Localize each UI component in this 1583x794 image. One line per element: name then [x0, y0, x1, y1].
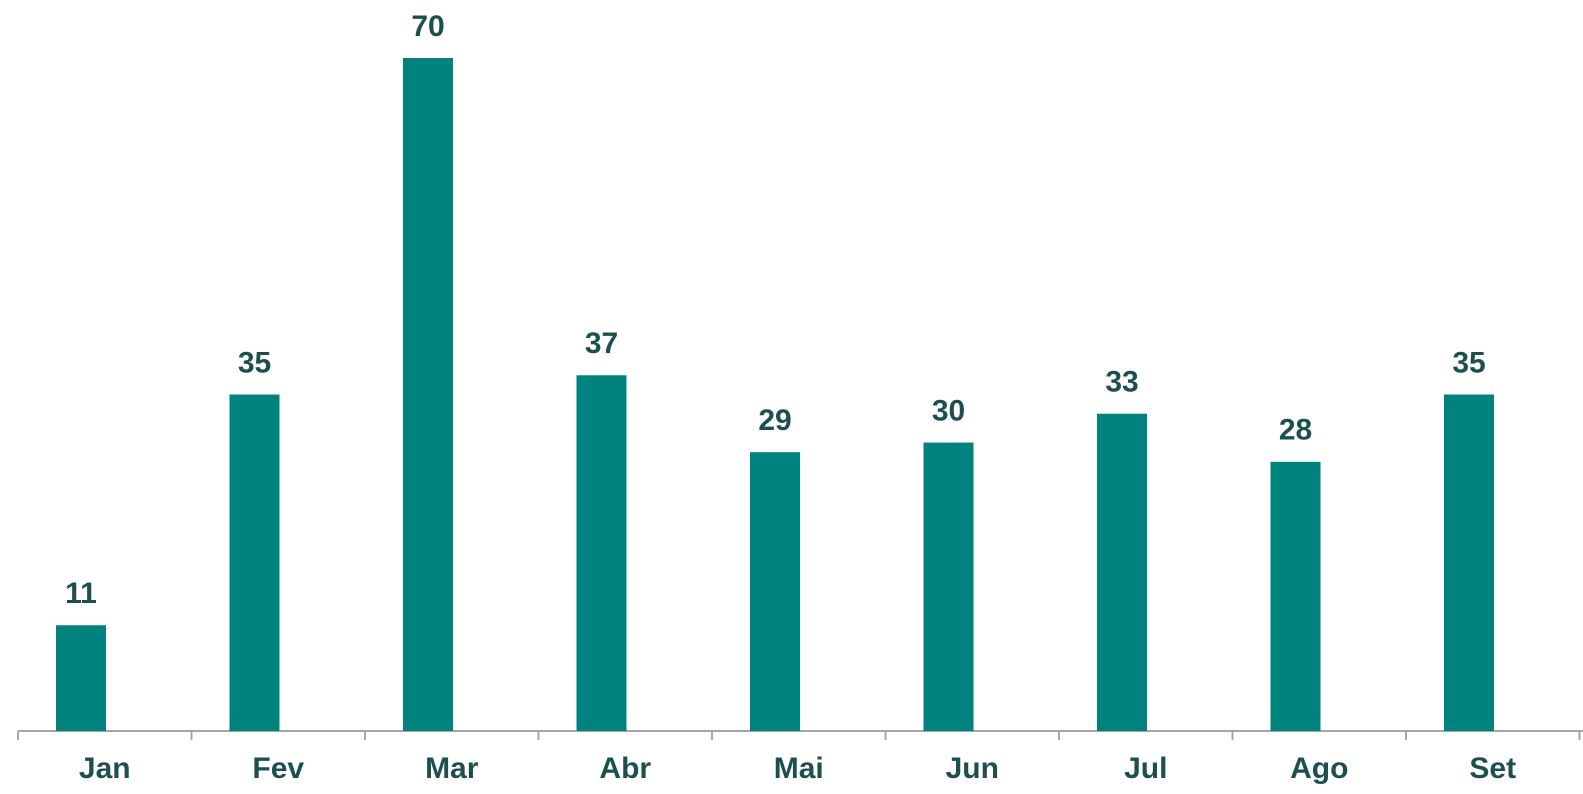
bar	[1444, 394, 1494, 731]
x-tick-label: Mai	[774, 752, 824, 785]
x-tick-label: Jan	[79, 752, 131, 785]
x-tick-label: Fev	[252, 752, 304, 785]
data-label: 11	[65, 577, 97, 610]
data-label: 70	[411, 10, 444, 43]
x-tick-label: Mar	[425, 752, 479, 785]
x-tick-label: Ago	[1290, 752, 1348, 785]
data-label: 33	[1105, 366, 1138, 399]
bar	[1270, 461, 1321, 731]
x-tick-label: Jun	[946, 752, 999, 785]
bar	[56, 625, 106, 731]
bar	[1097, 413, 1147, 731]
bar	[576, 375, 627, 731]
data-label: 30	[932, 394, 965, 427]
x-tick-label: Jul	[1124, 752, 1167, 785]
bar	[750, 452, 800, 731]
data-label: 35	[1452, 346, 1485, 379]
x-tick-label: Set	[1469, 752, 1516, 785]
bar	[229, 394, 280, 731]
x-tick-label: Abr	[599, 752, 651, 785]
data-label: 29	[758, 404, 791, 437]
data-label: 37	[585, 327, 618, 360]
data-label: 28	[1279, 414, 1312, 447]
bar	[403, 58, 453, 731]
data-label: 35	[238, 346, 271, 379]
bar	[923, 442, 974, 731]
